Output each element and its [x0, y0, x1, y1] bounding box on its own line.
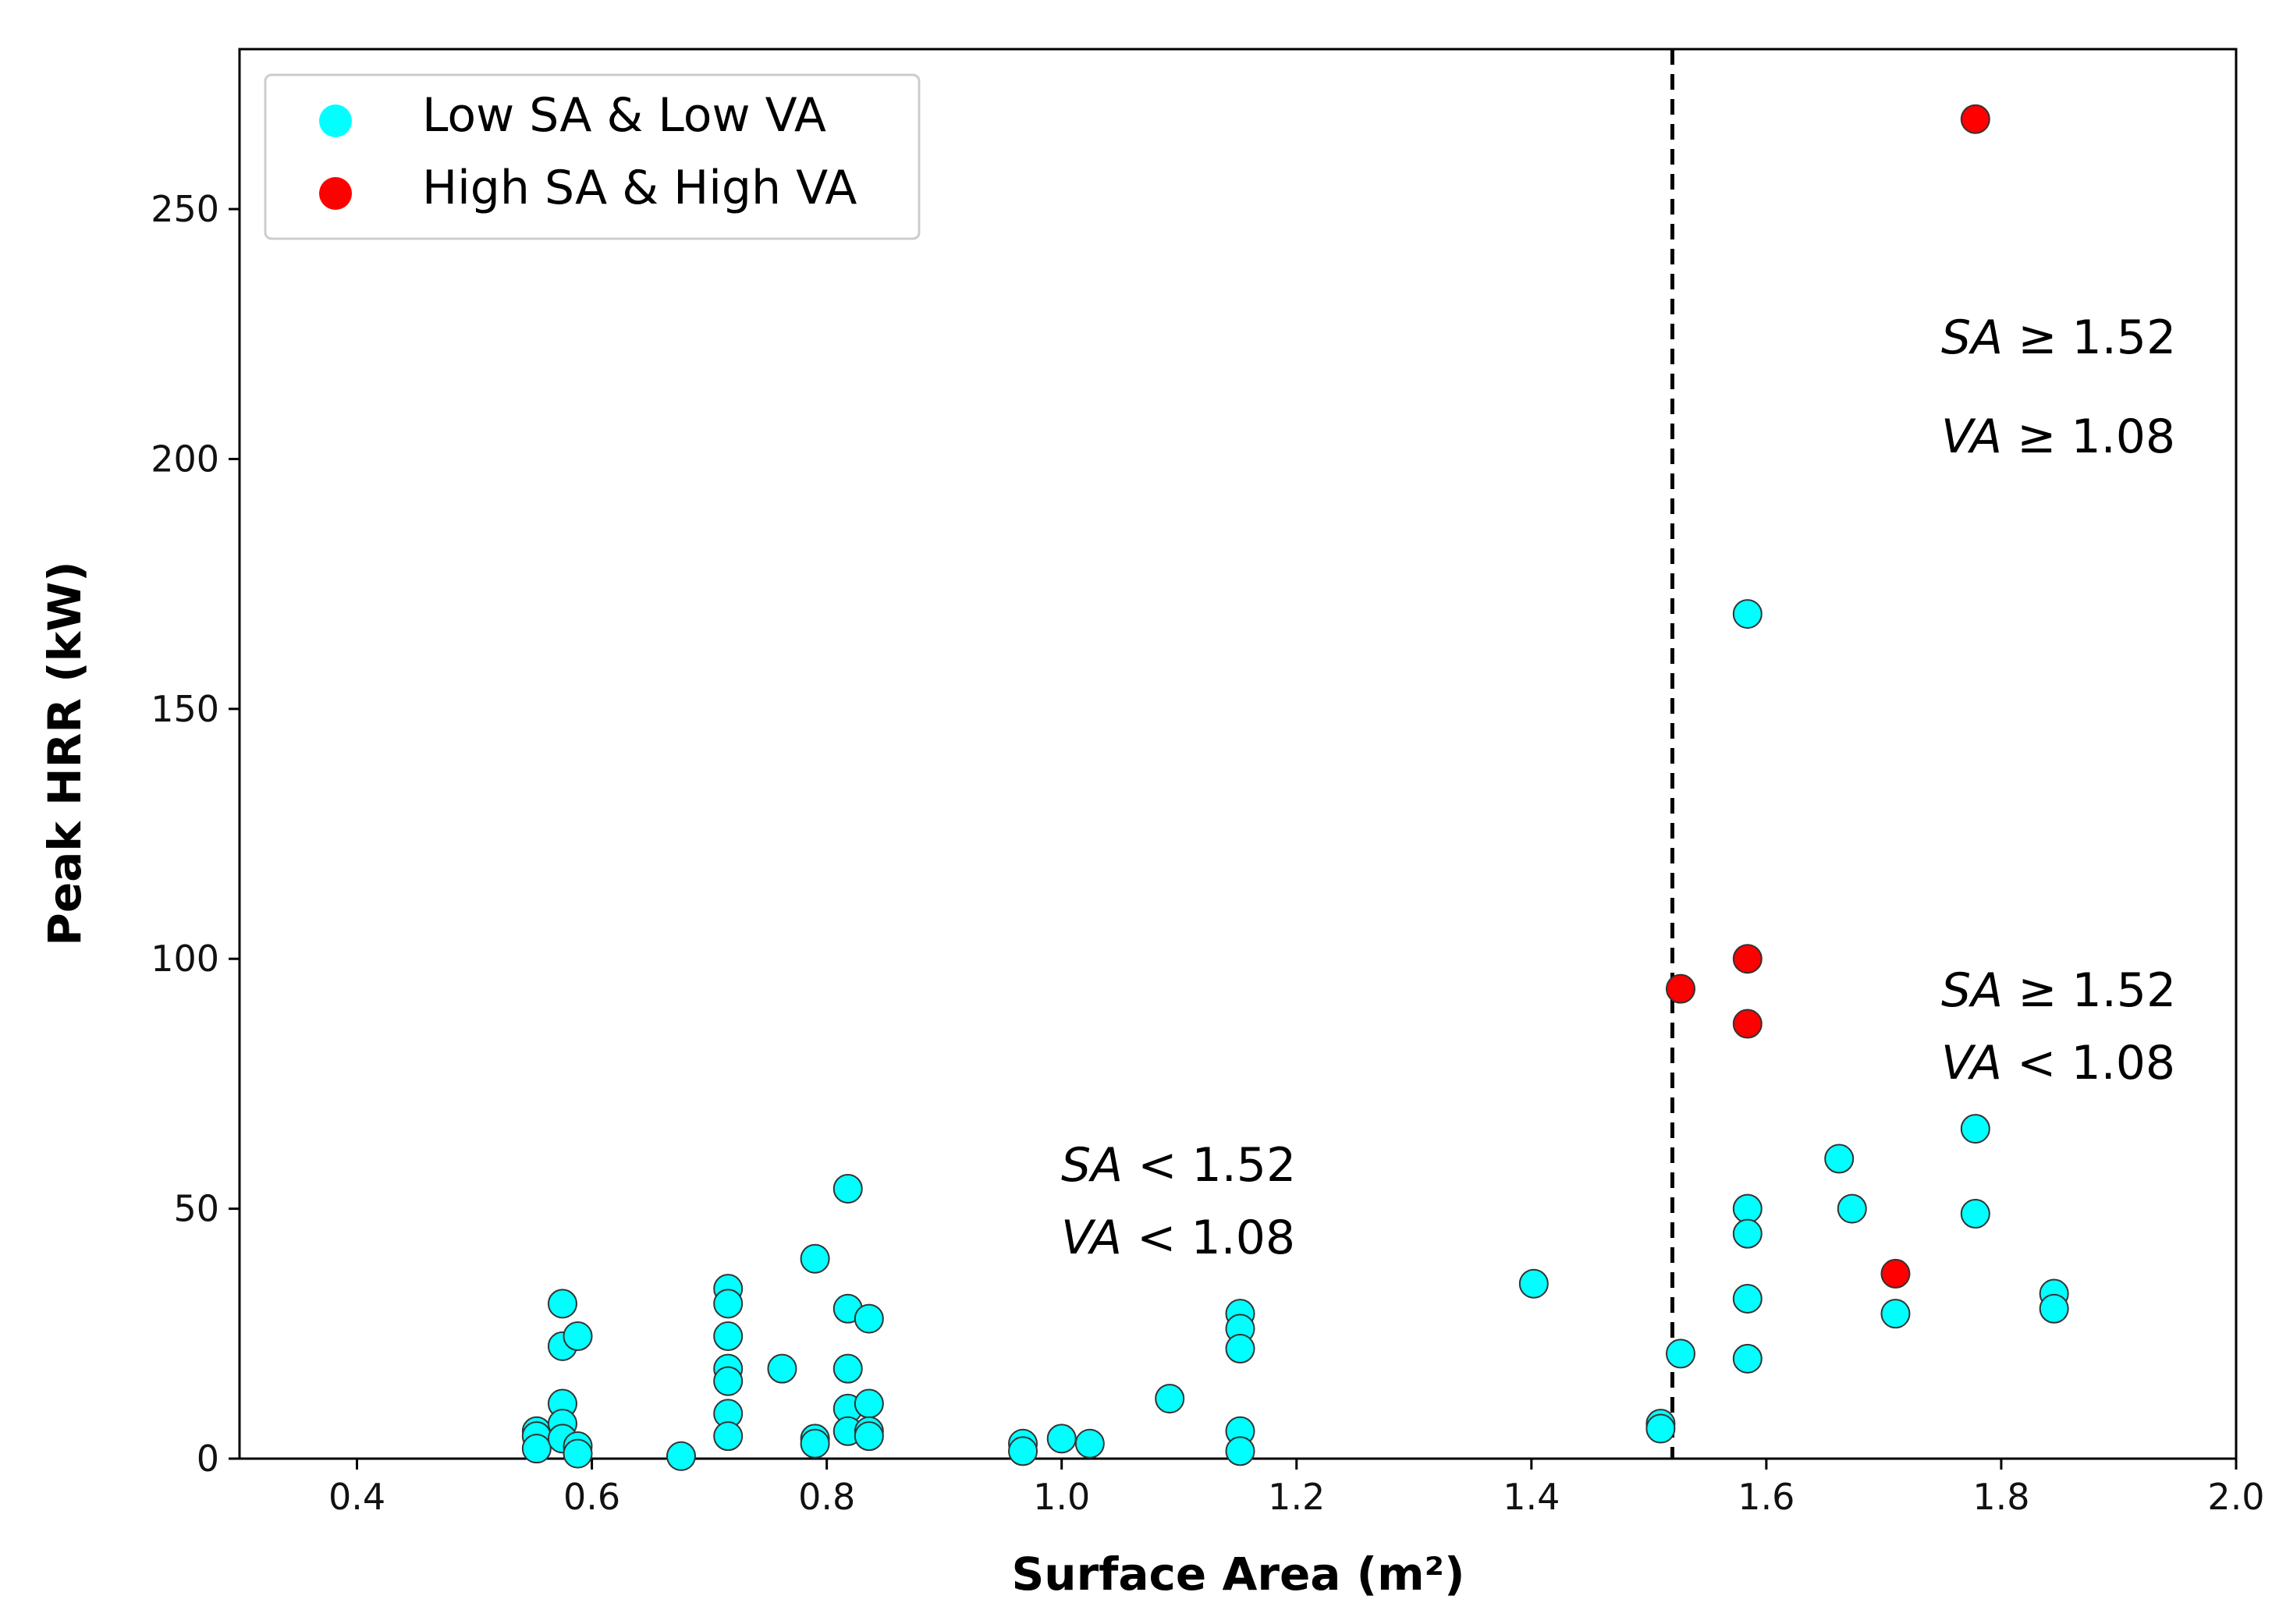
point-low-sa-low-va — [1155, 1384, 1185, 1414]
point-low-sa-low-va — [1225, 1436, 1255, 1466]
annotation-2-var-va: VA — [1941, 1036, 2002, 1090]
point-low-sa-low-va — [854, 1388, 884, 1419]
annotation-3-rel-va: < 1.08 — [1122, 1211, 1295, 1265]
svg-text:VA < 1.08: VA < 1.08 — [1061, 1211, 1295, 1265]
point-low-sa-low-va — [800, 1243, 830, 1274]
annotation-1-rel-va: ≥ 1.08 — [2002, 410, 2175, 464]
point-low-sa-low-va — [1732, 1343, 1763, 1374]
y-tick-label: 100 — [151, 938, 219, 980]
legend-label-low: Low SA & Low VA — [422, 88, 826, 143]
point-low-sa-low-va — [800, 1428, 830, 1459]
legend-marker-high — [319, 177, 352, 210]
point-low-sa-low-va — [1518, 1268, 1549, 1299]
y-axis-title: Peak HRR (kW) — [38, 561, 91, 945]
point-low-sa-low-va — [563, 1438, 593, 1469]
annotation-1-var-sa: SA — [1941, 310, 2003, 365]
annotation-3-var-sa: SA — [1061, 1138, 1123, 1193]
legend-label-high: High SA & High VA — [422, 161, 857, 215]
annotation-low-sa-low-va: SA < 1.52 VA < 1.08 — [1061, 1138, 1296, 1265]
point-low-sa-low-va — [1046, 1424, 1077, 1454]
plot-area-frame — [238, 48, 2238, 1460]
point-low-sa-low-va — [1732, 599, 1763, 629]
point-low-sa-low-va — [2039, 1293, 2069, 1324]
point-low-sa-low-va — [547, 1289, 577, 1319]
legend-box — [264, 73, 921, 240]
annotation-3-rel-sa: < 1.52 — [1123, 1138, 1296, 1193]
point-low-sa-low-va — [713, 1321, 744, 1352]
point-low-sa-low-va — [854, 1421, 884, 1452]
point-low-sa-low-va — [1732, 1193, 1763, 1224]
x-tick-label: 1.0 — [1033, 1476, 1090, 1518]
point-low-sa-low-va — [713, 1421, 744, 1452]
x-tick-label: 0.4 — [328, 1476, 385, 1518]
point-low-sa-low-va — [1960, 1114, 1990, 1144]
svg-text:VA ≥ 1.08: VA ≥ 1.08 — [1941, 410, 2175, 464]
x-tick-label: 0.6 — [563, 1476, 620, 1518]
x-tick-label: 1.2 — [1268, 1476, 1325, 1518]
point-low-sa-low-va — [767, 1353, 797, 1384]
point-low-sa-low-va — [854, 1303, 884, 1334]
point-low-sa-low-va — [832, 1353, 863, 1384]
point-low-sa-low-va — [1837, 1193, 1867, 1224]
point-low-sa-low-va — [1645, 1413, 1676, 1444]
point-low-sa-low-va — [666, 1441, 696, 1471]
svg-text:VA < 1.08: VA < 1.08 — [1941, 1036, 2175, 1090]
point-low-sa-low-va — [1960, 1199, 1990, 1229]
y-tick-label: 150 — [151, 688, 219, 730]
point-low-sa-low-va — [713, 1289, 744, 1319]
x-tick-label: 2.0 — [2207, 1476, 2264, 1518]
y-axis-ticks: 0 50 100 150 200 250 — [151, 188, 240, 1480]
point-high-sa-high-va — [1732, 944, 1763, 974]
annotation-2-var-sa: SA — [1941, 963, 2003, 1018]
point-low-sa-low-va — [1074, 1428, 1105, 1459]
data-points — [521, 104, 2069, 1471]
y-tick-label: 250 — [151, 188, 219, 230]
x-tick-label: 1.6 — [1738, 1476, 1795, 1518]
point-high-sa-high-va — [1732, 1009, 1763, 1039]
svg-text:SA < 1.52: SA < 1.52 — [1061, 1138, 1296, 1193]
point-high-sa-high-va — [1960, 104, 1990, 134]
annotation-high-sa-low-va: SA ≥ 1.52 VA < 1.08 — [1941, 963, 2176, 1090]
legend: Low SA & Low VA High SA & High VA — [264, 73, 921, 240]
y-tick-label: 50 — [173, 1188, 219, 1230]
point-low-sa-low-va — [521, 1434, 552, 1464]
y-tick-label: 0 — [197, 1438, 219, 1480]
point-high-sa-high-va — [1665, 973, 1695, 1004]
annotation-1-rel-sa: ≥ 1.52 — [2003, 310, 2176, 365]
svg-text:SA ≥ 1.52: SA ≥ 1.52 — [1941, 963, 2176, 1018]
point-low-sa-low-va — [1665, 1339, 1695, 1369]
point-low-sa-low-va — [1732, 1283, 1763, 1314]
svg-text:SA ≥ 1.52: SA ≥ 1.52 — [1941, 310, 2176, 365]
y-tick-label: 200 — [151, 438, 219, 480]
annotation-2-rel-sa: ≥ 1.52 — [2003, 963, 2176, 1018]
legend-marker-low — [319, 105, 352, 137]
x-tick-label: 1.8 — [1972, 1476, 2029, 1518]
point-low-sa-low-va — [563, 1321, 593, 1352]
x-tick-label: 0.8 — [798, 1476, 855, 1518]
point-low-sa-low-va — [1225, 1334, 1255, 1364]
point-low-sa-low-va — [1008, 1436, 1038, 1466]
x-tick-label: 1.4 — [1503, 1476, 1560, 1518]
annotation-3-var-va: VA — [1061, 1211, 1122, 1265]
point-low-sa-low-va — [1824, 1144, 1855, 1174]
point-low-sa-low-va — [832, 1173, 863, 1204]
point-low-sa-low-va — [1732, 1218, 1763, 1249]
annotation-1-var-va: VA — [1941, 410, 2002, 464]
x-axis-title: Surface Area (m²) — [1012, 1548, 1465, 1601]
point-high-sa-high-va — [1880, 1258, 1911, 1289]
annotation-2-rel-va: < 1.08 — [2002, 1036, 2175, 1090]
x-axis-ticks: 0.4 0.6 0.8 1.0 1.2 1.4 1.6 1.8 2.0 — [328, 1459, 2265, 1518]
annotation-high-sa-high-va: SA ≥ 1.52 VA ≥ 1.08 — [1941, 310, 2176, 464]
point-low-sa-low-va — [713, 1366, 744, 1396]
point-low-sa-low-va — [1880, 1299, 1911, 1329]
